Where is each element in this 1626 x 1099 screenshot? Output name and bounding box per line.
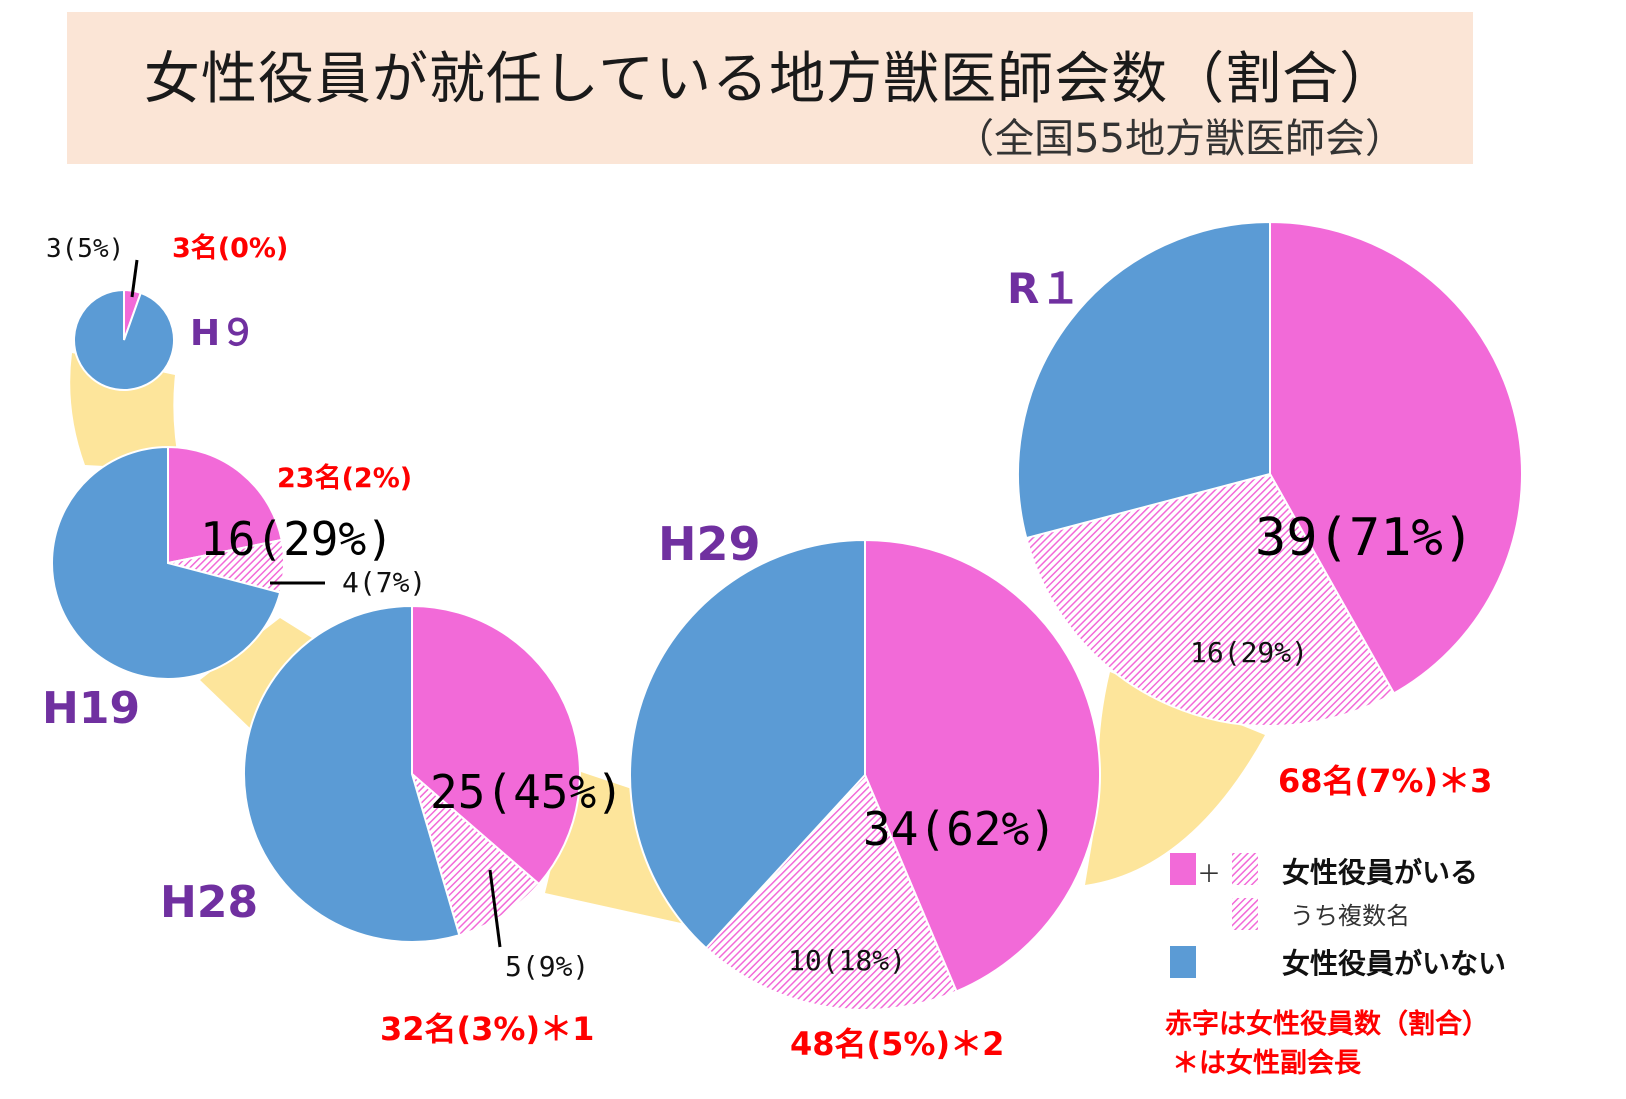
h28-multiple-label: 5(9%) — [505, 950, 589, 983]
h28-main-label: 25(45%) — [430, 765, 624, 819]
legend-swatch-with-female — [1170, 853, 1196, 885]
h19-slice-with-female — [167, 445, 283, 565]
legend-swatch-multiple — [1232, 898, 1258, 930]
legend-label-multiple: うち複数名 — [1290, 902, 1410, 930]
h29-main-label: 34(62%) — [863, 802, 1057, 856]
note-red-text: 赤字は女性役員数（割合） — [1165, 1008, 1489, 1040]
legend-swatch-without — [1170, 946, 1196, 978]
leader-line-h9 — [130, 259, 139, 298]
h19-main-label: 16(29%) — [200, 512, 394, 566]
h29-slice-with-female — [864, 538, 1101, 993]
h28-slice-without — [243, 604, 461, 943]
h29-multiple-label: 10(18%) — [788, 944, 906, 977]
r1-slice-with-female — [1269, 220, 1523, 695]
note-asterisk: ＊は女性副会長 — [1172, 1047, 1362, 1079]
legend-label-without: 女性役員がいない — [1282, 947, 1506, 980]
legend-label-with-female: 女性役員がいる — [1282, 856, 1478, 889]
h9-officer-label: 3名(0%) — [172, 232, 288, 264]
h29-year-label: H29 — [658, 517, 761, 571]
h19-year-label: H19 — [42, 683, 140, 734]
h28-slice-with-female — [411, 604, 581, 886]
h28-year-label: H28 — [160, 877, 258, 928]
h29-officer-label: 48名(5%)＊2 — [790, 1025, 1004, 1063]
h29-slice-multiple — [704, 773, 958, 1011]
chart-subtitle: （全国55地方獣医師会） — [954, 116, 1405, 162]
r1-main-label: 39(71%) — [1255, 508, 1474, 568]
r1-year-label: R１ — [1007, 264, 1081, 313]
connector-h19-h28 — [200, 618, 312, 730]
r1-slice-multiple — [1025, 472, 1396, 727]
h19-officer-label: 23名(2%) — [277, 462, 412, 494]
h9-slice-without — [73, 288, 175, 391]
r1-officer-label: 68名(7%)＊3 — [1278, 762, 1492, 800]
legend: ＋ 女性役員がいる うち複数名 女性役員がいない — [1170, 853, 1506, 980]
h29-slice-without — [629, 538, 866, 950]
title-box: 女性役員が就任している地方獣医師会数（割合） （全国55地方獣医師会） — [67, 12, 1473, 164]
h9-year-label: H９ — [190, 313, 256, 354]
r1-slice-without — [1017, 220, 1271, 540]
h19-slice-without — [51, 445, 282, 680]
h28-officer-label: 32名(3%)＊1 — [380, 1010, 594, 1048]
h19-multiple-label: 4(7%) — [342, 566, 426, 599]
r1-multiple-label: 16(29%) — [1190, 636, 1308, 669]
leader-line-h28 — [488, 869, 502, 948]
legend-plus: ＋ — [1197, 860, 1221, 888]
h28-slice-multiple — [410, 771, 541, 937]
h9-single-label: 3(5%) — [46, 234, 124, 264]
chart-title: 女性役員が就任している地方獣医師会数（割合） — [143, 47, 1397, 112]
connector-h29-r1 — [1085, 672, 1265, 885]
legend-swatch-multiple-top — [1232, 853, 1258, 885]
